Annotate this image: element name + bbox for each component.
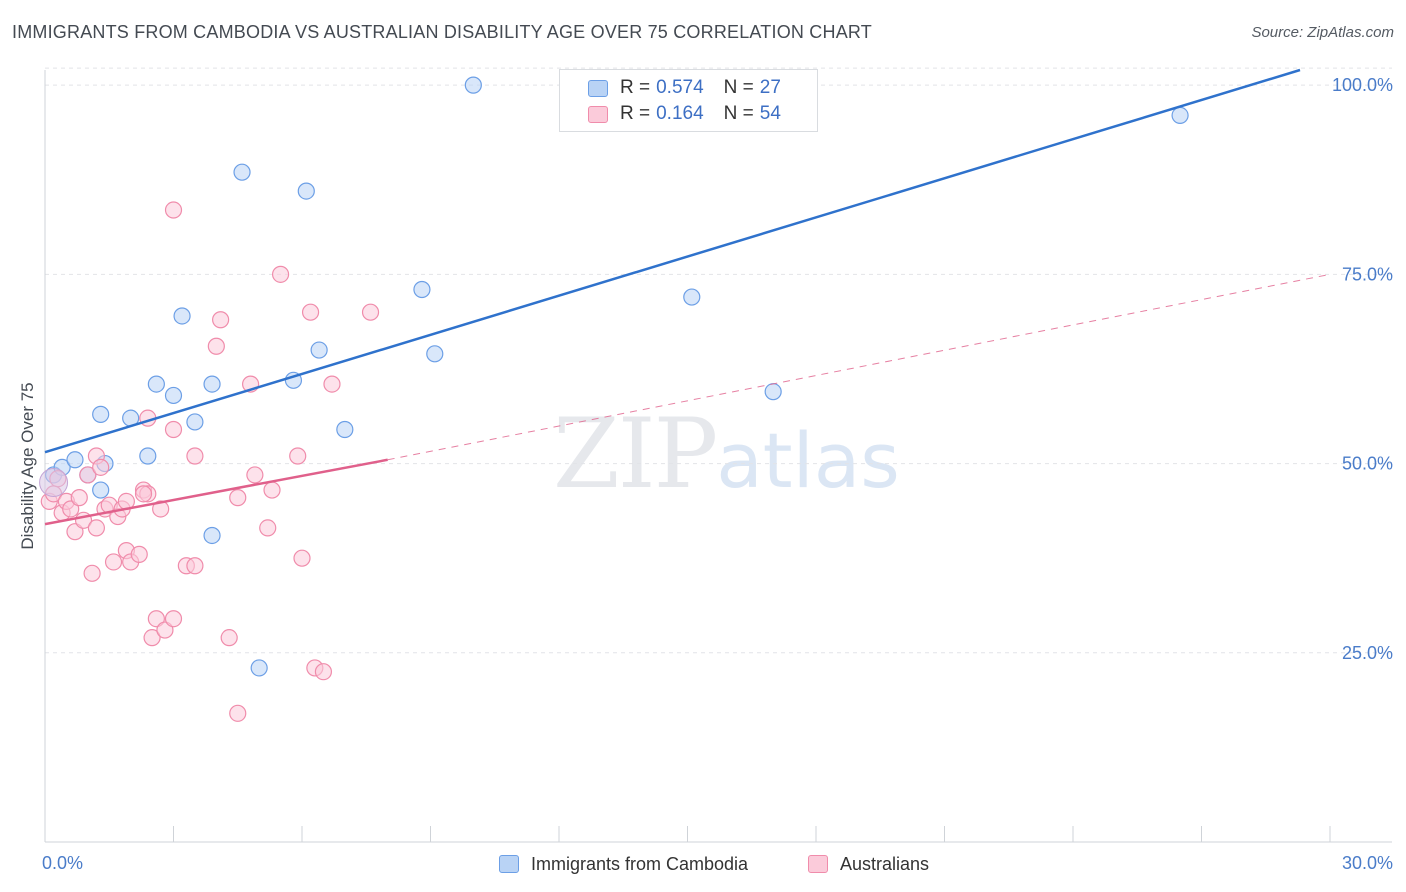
australians-point xyxy=(323,375,341,393)
legend-n-value: 54 xyxy=(759,103,781,124)
legend-n-label: N = xyxy=(723,103,754,124)
legend-r-label: R = xyxy=(620,77,651,98)
cambodia-point xyxy=(203,375,221,393)
australians-point xyxy=(70,489,88,507)
australians-point xyxy=(229,489,247,507)
x-tick-label: 30.0% xyxy=(1342,853,1393,873)
y-axis-label: Disability Age Over 75 xyxy=(18,382,37,549)
legend-r-label: R = xyxy=(620,103,651,124)
australians-point xyxy=(301,303,320,321)
australians-point xyxy=(147,610,165,628)
cambodia-point xyxy=(66,451,84,469)
cambodia-point xyxy=(336,420,354,439)
y-tick-label: 100.0% xyxy=(1332,75,1393,95)
australians-point xyxy=(62,500,80,518)
australians-point xyxy=(186,557,204,575)
legend-row-cambodia: R = 0.574 N = 27 xyxy=(588,75,781,101)
bottom-legend-swatch-australians xyxy=(808,855,828,873)
australians-point xyxy=(164,610,183,628)
australians-point xyxy=(104,553,123,571)
australians-point xyxy=(212,311,230,329)
australians-point xyxy=(156,621,174,639)
cambodia-point xyxy=(464,76,482,94)
australians-point xyxy=(229,704,247,722)
australians-trend-line xyxy=(44,458,388,526)
australians-point xyxy=(207,337,225,355)
australians-point xyxy=(314,663,333,681)
x-tick-label: 0.0% xyxy=(42,853,83,873)
australians-point xyxy=(79,466,97,484)
legend-r-value: 0.164 xyxy=(656,103,704,124)
australians-point xyxy=(152,500,170,518)
overlap-point xyxy=(39,467,69,497)
legend-swatch-australians xyxy=(588,105,608,123)
australians-point xyxy=(143,629,161,647)
australians-point xyxy=(83,564,101,582)
y-tick-label: 50.0% xyxy=(1342,454,1393,474)
cambodia-point xyxy=(92,481,110,499)
correlation-legend: R = 0.574 N = 27 R = 0.164 N = 54 xyxy=(559,69,818,132)
legend-row-australians: R = 0.164 N = 54 xyxy=(588,101,781,127)
australians-point xyxy=(361,303,380,321)
cambodia-point xyxy=(233,163,251,181)
australians-point xyxy=(246,466,264,484)
bottom-legend-label-cambodia: Immigrants from Cambodia xyxy=(531,853,749,874)
australians-point xyxy=(164,201,183,219)
australians-point xyxy=(134,485,153,503)
legend-n-value: 27 xyxy=(759,77,781,98)
australians-point xyxy=(289,447,307,465)
bottom-legend-cambodia: Immigrants from Cambodia xyxy=(499,852,748,876)
cambodia-point xyxy=(139,447,157,465)
chart-source: Source: ZipAtlas.com xyxy=(1251,24,1394,41)
watermark-zip: ZIP xyxy=(553,398,718,510)
australians-point xyxy=(92,458,110,476)
bottom-legend-label-australians: Australians xyxy=(840,853,930,874)
cambodia-point xyxy=(250,659,268,677)
chart-title: IMMIGRANTS FROM CAMBODIA VS AUSTRALIAN D… xyxy=(12,22,872,42)
cambodia-point xyxy=(413,280,431,299)
bottom-legend-swatch-cambodia xyxy=(499,855,519,873)
australians-point xyxy=(293,549,311,567)
australians-trend-extension xyxy=(387,273,1331,461)
australians-point xyxy=(259,519,277,537)
legend-swatch-cambodia xyxy=(588,79,608,97)
australians-point xyxy=(263,481,281,499)
watermark-atlas: atlas xyxy=(716,416,900,505)
australians-point xyxy=(186,447,204,465)
cambodia-point xyxy=(173,307,191,325)
cambodia-point xyxy=(683,288,701,306)
cambodia-point xyxy=(310,341,328,359)
cambodia-point xyxy=(186,413,204,431)
watermark: ZIPatlas xyxy=(553,398,900,510)
australians-point xyxy=(87,519,106,537)
australians-point xyxy=(164,420,183,439)
y-tick-label: 75.0% xyxy=(1342,264,1393,284)
cambodia-point xyxy=(426,345,444,363)
legend-r-value: 0.574 xyxy=(656,77,704,98)
cambodia-point xyxy=(92,405,110,423)
cambodia-point xyxy=(764,383,782,401)
australians-point xyxy=(220,629,238,647)
cambodia-point xyxy=(164,386,183,405)
cambodia-point xyxy=(297,182,315,200)
legend-n-label: N = xyxy=(723,77,754,98)
cambodia-point xyxy=(147,375,165,393)
australians-point xyxy=(130,545,148,563)
australians-point xyxy=(66,523,84,541)
australians-point xyxy=(271,265,290,283)
cambodia-trend-line xyxy=(44,68,1301,454)
y-tick-label: 25.0% xyxy=(1342,643,1393,663)
cambodia-point xyxy=(1171,106,1189,125)
cambodia-point xyxy=(203,526,221,545)
bottom-legend-australians: Australians xyxy=(808,852,929,876)
